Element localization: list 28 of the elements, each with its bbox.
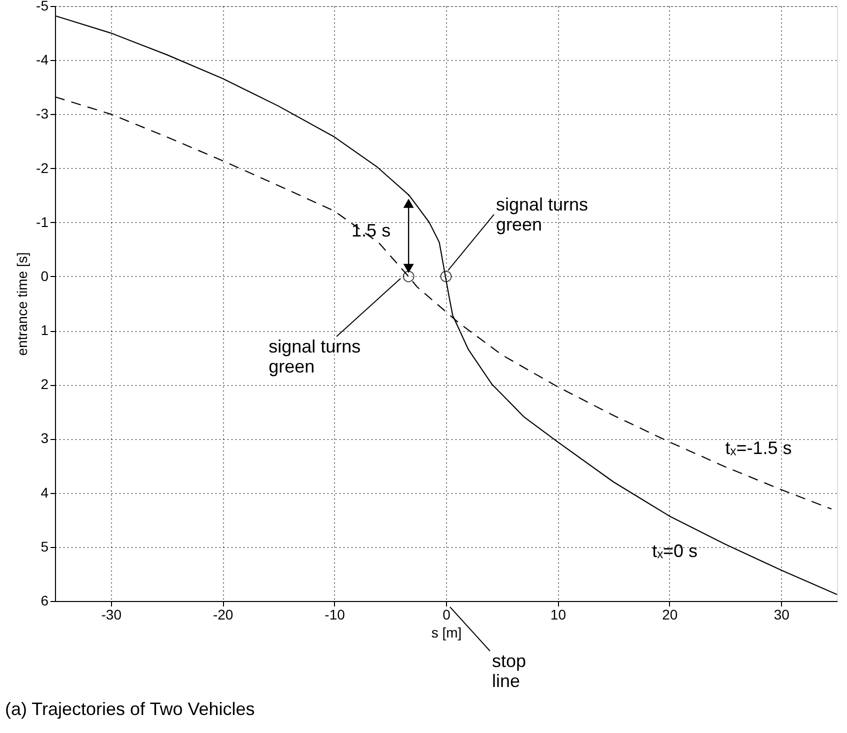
x-tick-label: 30 (774, 606, 790, 622)
x-tick-label: 20 (662, 606, 678, 622)
annotation: tₓ=-1.5 s (725, 438, 792, 458)
x-tick-label: 10 (550, 606, 566, 622)
y-tick-label: -3 (36, 106, 49, 122)
y-tick-label: -2 (36, 160, 49, 176)
x-axis-title: s [m] (431, 624, 462, 640)
annotation: 1.5 s (352, 220, 391, 240)
y-axis-title: entrance time [s] (14, 252, 30, 356)
y-tick-label: -1 (36, 214, 49, 230)
y-tick-label: 1 (40, 322, 49, 338)
y-tick-label: 3 (40, 430, 49, 446)
x-tick-label: -20 (212, 606, 234, 622)
x-tick-label: 0 (442, 606, 451, 622)
y-tick-label: 2 (40, 376, 49, 392)
y-tick-label: -5 (36, 0, 49, 14)
annotation: signal turns green (496, 194, 588, 234)
y-tick-label: 0 (40, 268, 49, 284)
text: (a) Trajectories of Two Vehicles (5, 699, 255, 719)
text: stop line (492, 651, 526, 691)
annotation: signal turns green (268, 336, 361, 376)
x-tick-label: -30 (101, 606, 122, 622)
y-tick-label: -4 (36, 52, 49, 68)
y-tick-label: 4 (40, 484, 49, 500)
x-tick-label: -10 (324, 606, 346, 622)
y-tick-label: 5 (40, 538, 49, 554)
y-tick-label: 6 (40, 592, 49, 608)
annotation: tₓ=0 s (652, 541, 698, 562)
